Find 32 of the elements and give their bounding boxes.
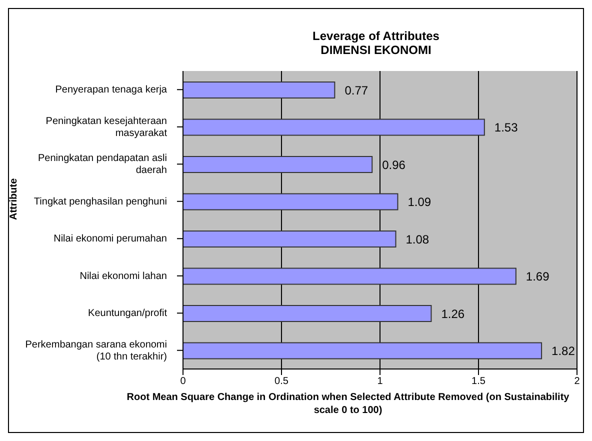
y-tick-label: Peningkatan kesejahteraan masyarakat: [46, 115, 168, 138]
x-axis-title: Root Mean Square Change in Ordination when Selected Attribute Removed (on Sustainability scale 0 to 100): [126, 391, 570, 417]
chart-title: Leverage of Attributes DIMENSI EKONOMI: [312, 29, 440, 57]
x-tick-label: 2: [574, 376, 580, 388]
data-label: 0.96: [382, 158, 406, 172]
data-label: 1.53: [494, 120, 518, 135]
y-axis-title: Attribute: [8, 178, 20, 220]
data-label: 0.77: [344, 83, 368, 98]
bar: [183, 342, 542, 360]
data-label: 1.08: [406, 232, 430, 246]
y-tick-label: Perkembangan sarana ekonomi (10 thn terakhir): [25, 338, 167, 362]
y-tick-label: Peningkatan pendapatan asli daerah: [38, 152, 167, 176]
y-tick-label: Nilai ekonomi lahan: [80, 270, 167, 282]
x-tick-label: 0: [180, 376, 186, 388]
bar: [183, 305, 432, 322]
data-label: 1.69: [526, 270, 550, 284]
y-tick-label: Keuntungan/profit: [88, 308, 168, 319]
data-label: 1.09: [408, 195, 432, 210]
x-tick-label: 0.5: [274, 376, 289, 388]
x-tick-label: 1: [377, 376, 384, 388]
bar: [183, 193, 398, 210]
bar: [183, 82, 336, 98]
data-label: 1.82: [552, 344, 576, 358]
bar: [183, 156, 373, 173]
y-tick-label: Nilai ekonomi perumahan: [54, 233, 167, 244]
bar: [183, 268, 516, 285]
y-tick-label: Tingkat penghasilan penghuni: [34, 196, 167, 207]
y-tick-label: Penyerapan tenaga kerja: [55, 84, 168, 96]
data-label: 1.26: [441, 306, 465, 321]
bar: [183, 118, 485, 136]
bar: [183, 230, 396, 248]
x-tick-label: 1.5: [472, 376, 486, 388]
